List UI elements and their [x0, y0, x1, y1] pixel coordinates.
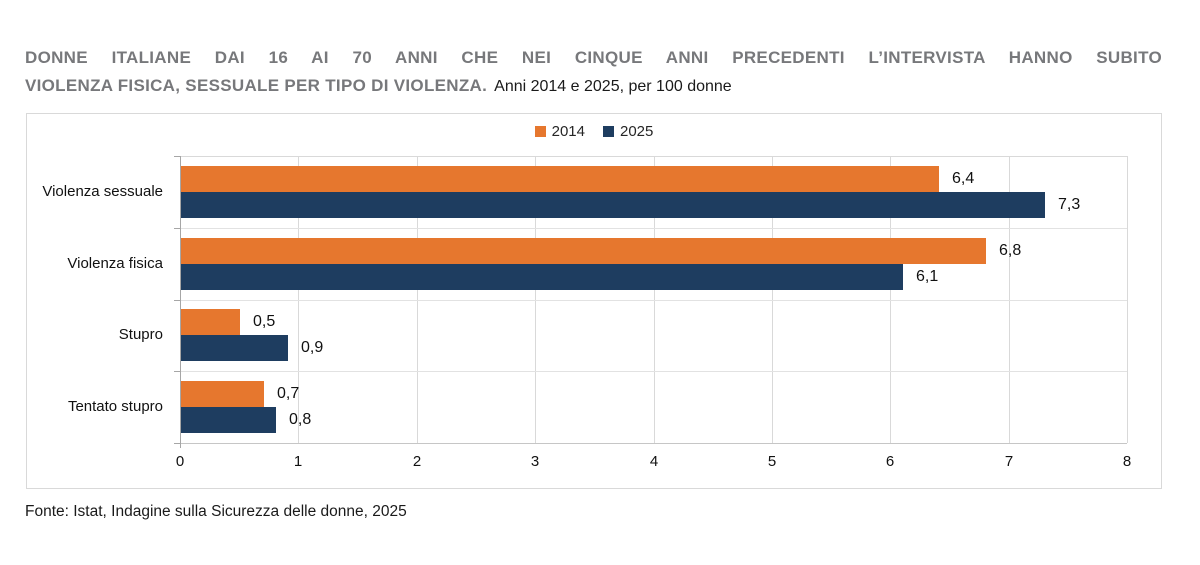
- chart-title-line-2-bold: VIOLENZA FISICA, SESSUALE PER TIPO DI VI…: [25, 76, 488, 95]
- gridline-x-5: [772, 156, 773, 443]
- x-axis-line: [180, 443, 1127, 444]
- category-separator: [180, 300, 1127, 301]
- x-tick-label-6: 6: [885, 453, 895, 470]
- chart-subtitle: Anni 2014 e 2025, per 100 donne: [494, 78, 732, 95]
- x-tick-label-4: 4: [649, 453, 659, 470]
- gridline-x-4: [654, 156, 655, 443]
- plot-area: 0 1 2 3 4 5 6 7 8 6,4 6,8 0,5 0,7 7,3 6,1 0,9 0,8 Violenz…: [42, 156, 1131, 470]
- y-axis-tick: [174, 156, 180, 157]
- legend-label-2025: 2025: [620, 123, 654, 140]
- gridline-x-7: [1009, 156, 1010, 443]
- chart-legend: 2014 2025: [27, 123, 1161, 140]
- chart-title-block: DONNE ITALIANE DAI 16 AI 70 ANNI CHE NEI…: [25, 44, 1162, 101]
- legend-label-2014: 2014: [551, 123, 585, 140]
- bar-2025-2: [181, 335, 288, 361]
- category-label-0: Violenza sessuale: [42, 183, 163, 200]
- legend-swatch-2025-icon: [603, 126, 614, 137]
- bar-2014-3: [181, 381, 264, 407]
- bar-value-label-2025-1: 6,1: [916, 268, 939, 285]
- bar-2014-1: [181, 238, 986, 264]
- bar-value-label-2014-0: 6,4: [952, 170, 975, 187]
- bar-value-label-2025-0: 7,3: [1058, 196, 1081, 213]
- y-axis-tick: [174, 228, 180, 229]
- bar-2025-3: [181, 407, 276, 433]
- bar-2025-1: [181, 264, 903, 290]
- legend-item-2014: 2014: [534, 123, 585, 140]
- gridline-x-8: [1127, 156, 1128, 443]
- bar-2014-0: [181, 166, 939, 192]
- y-axis-tick: [174, 443, 180, 444]
- x-tick-label-7: 7: [1004, 453, 1014, 470]
- category-separator: [180, 371, 1127, 372]
- category-separator: [180, 228, 1127, 229]
- category-label-3: Tentato stupro: [67, 398, 163, 415]
- chart-title-line-1: DONNE ITALIANE DAI 16 AI 70 ANNI CHE NEI…: [25, 48, 1162, 67]
- bar-2014-2: [181, 309, 240, 335]
- gridline-x-1: [298, 156, 299, 443]
- y-axis-tick: [174, 371, 180, 372]
- x-tick-label-0: 0: [175, 453, 185, 470]
- x-tick-label-2: 2: [412, 453, 422, 470]
- y-axis-line: [180, 156, 181, 448]
- bar-value-label-2025-3: 0,8: [289, 411, 312, 428]
- plot-top-border: [180, 156, 1127, 157]
- category-label-1: Violenza fisica: [67, 255, 163, 272]
- bar-value-label-2014-3: 0,7: [277, 385, 300, 402]
- category-label-2: Stupro: [118, 326, 163, 343]
- gridline-x-3: [535, 156, 536, 443]
- gridline-x-2: [417, 156, 418, 443]
- x-tick-label-3: 3: [530, 453, 540, 470]
- y-axis-tick: [174, 300, 180, 301]
- legend-item-2025: 2025: [603, 123, 653, 140]
- source-note: Fonte: Istat, Indagine sulla Sicurezza d…: [25, 503, 407, 520]
- bar-2025-0: [181, 192, 1045, 218]
- chart-panel: 2014 2025 0 1 2 3 4 5 6 7 8 6,4 6,8 0,5 0,7 7,3 6,1 0,9…: [26, 113, 1162, 489]
- bar-value-label-2014-1: 6,8: [999, 242, 1022, 259]
- legend-swatch-2014-icon: [534, 126, 546, 137]
- x-tick-label-5: 5: [767, 453, 777, 470]
- bar-value-label-2025-2: 0,9: [301, 339, 324, 356]
- x-tick-label-1: 1: [293, 453, 303, 470]
- chart-title-line-2: VIOLENZA FISICA, SESSUALE PER TIPO DI VI…: [25, 72, 1162, 101]
- x-tick-label-8: 8: [1122, 453, 1132, 470]
- bar-value-label-2014-2: 0,5: [253, 313, 276, 330]
- gridline-x-6: [890, 156, 891, 443]
